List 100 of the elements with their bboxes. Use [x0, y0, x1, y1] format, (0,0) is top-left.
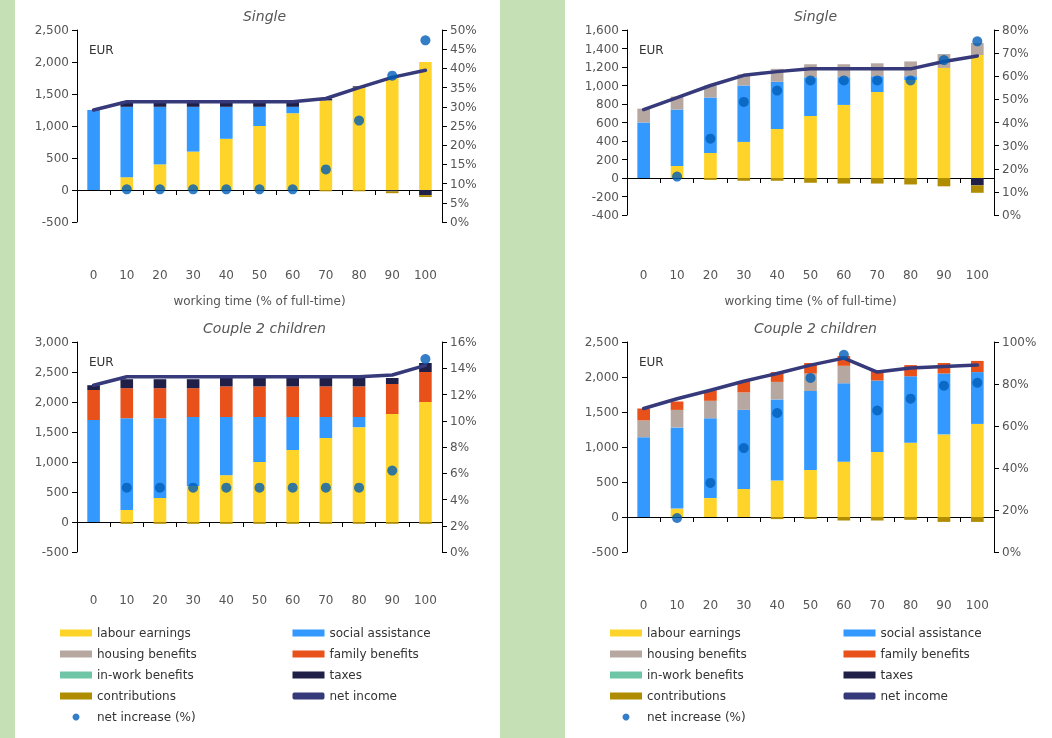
y-tick-label: 2,000: [34, 395, 69, 409]
y2-tick-label: 30%: [450, 99, 477, 114]
y-tick-label: 1,500: [34, 87, 69, 101]
y2-tick-label: 70%: [1002, 46, 1029, 61]
legend-label: taxes: [880, 668, 913, 682]
x-tick-label: 0: [639, 268, 648, 282]
y2-tick-label: 5%: [450, 195, 470, 210]
x-tick-label: 0: [89, 268, 98, 282]
x-tick-label: 90: [384, 268, 400, 282]
legend-label: taxes: [329, 668, 362, 682]
x-tick-label: 100: [965, 268, 989, 282]
x-tick-label: 20: [152, 593, 168, 607]
x-tick-label: 40: [218, 593, 234, 607]
y-tick-label: -500: [41, 545, 69, 559]
x-tick-label: 80: [351, 593, 367, 607]
y2-tick-label: 0%: [450, 545, 470, 559]
x-tick-label: 60: [836, 268, 852, 282]
y-tick-label: 1,400: [584, 41, 619, 56]
y-axis-title: EUR: [639, 43, 664, 57]
x-tick-label: 80: [902, 268, 919, 282]
y2-tick-label: 30%: [1002, 138, 1029, 153]
y-tick-label: 600: [596, 115, 619, 130]
legend-label: net increase (%): [647, 710, 746, 724]
y-tick-label: 0: [61, 515, 69, 529]
legend-label: in-work benefits: [647, 668, 744, 682]
y2-tick-label: 20%: [1002, 503, 1029, 517]
legend-label: social assistance: [329, 626, 431, 640]
y2-tick-label: 4%: [450, 492, 470, 507]
y-axis-title: EUR: [639, 355, 664, 369]
y2-tick-label: 12%: [450, 387, 477, 402]
y-tick-label: 500: [46, 485, 69, 499]
x-tick-label: 70: [869, 268, 885, 282]
y2-tick-label: 100%: [1002, 335, 1037, 349]
y-tick-label: 1,200: [584, 60, 619, 74]
y-tick-label: 500: [46, 151, 69, 165]
x-tick-label: 100: [413, 593, 437, 607]
x-tick-label: 50: [802, 598, 819, 612]
chart-title: Single: [242, 8, 287, 24]
y-tick-label: 2,000: [34, 55, 69, 69]
y-tick-label: 0: [611, 171, 619, 185]
x-tick-label: 50: [802, 268, 819, 282]
chart-title: Couple 2 children: [203, 320, 326, 336]
legend-label: family benefits: [329, 647, 419, 661]
y2-tick-label: 60%: [1002, 419, 1029, 433]
x-tick-label: 20: [702, 268, 719, 282]
x-tick-label: 80: [351, 268, 367, 282]
chart-title: Couple 2 children: [754, 320, 877, 336]
x-tick-label: 20: [152, 268, 168, 282]
y2-tick-label: 20%: [1002, 161, 1029, 176]
x-tick-label: 60: [285, 268, 301, 282]
y2-tick-label: 16%: [450, 335, 477, 349]
x-tick-label: 30: [185, 268, 201, 282]
legend-label: family benefits: [880, 647, 970, 661]
x-tick-label: 100: [965, 598, 989, 612]
y2-tick-label: 6%: [450, 466, 470, 481]
y-tick-label: 1,000: [584, 78, 619, 93]
y-tick-label: 1,500: [34, 425, 69, 439]
legend-label: net income: [880, 689, 948, 703]
x-tick-label: 40: [769, 598, 785, 612]
x-tick-label: 40: [218, 268, 234, 282]
y-tick-label: 1,000: [34, 119, 69, 133]
x-tick-label: 90: [936, 268, 952, 282]
y2-tick-label: 0%: [1002, 208, 1022, 222]
y2-tick-label: 10%: [1002, 184, 1029, 199]
y-tick-label: 0: [611, 510, 619, 524]
y2-tick-label: 25%: [450, 119, 477, 133]
y-tick-label: -500: [41, 215, 69, 229]
x-tick-label: 100: [413, 268, 437, 282]
legend-label: contributions: [647, 689, 726, 703]
y-tick-label: 1,500: [584, 405, 619, 419]
x-tick-label: 50: [251, 268, 268, 282]
y-tick-label: 1,000: [584, 440, 619, 454]
legend-label: housing benefits: [647, 647, 747, 661]
x-tick-label: 10: [119, 268, 135, 282]
y-tick-label: 2,500: [34, 365, 69, 379]
x-tick-label: 10: [669, 268, 685, 282]
y2-tick-label: 15%: [450, 157, 477, 172]
y-tick-label: -400: [591, 208, 619, 222]
x-tick-label: 90: [936, 598, 952, 612]
y2-tick-label: 10%: [450, 413, 477, 428]
y2-tick-label: 60%: [1002, 69, 1029, 84]
x-tick-label: 30: [736, 268, 752, 282]
x-tick-label: 80: [902, 598, 919, 612]
y2-tick-label: 10%: [450, 176, 477, 191]
x-tick-label: 10: [669, 598, 685, 612]
y2-tick-label: 45%: [450, 42, 477, 57]
x-tick-label: 70: [318, 268, 334, 282]
x-axis-title: working time (% of full-time): [724, 294, 897, 308]
y2-tick-label: 0%: [1002, 545, 1022, 559]
y-tick-label: 500: [596, 475, 619, 489]
y2-tick-label: 0%: [450, 215, 470, 229]
y2-tick-label: 8%: [450, 440, 470, 454]
y2-tick-label: 40%: [1002, 461, 1029, 475]
y-tick-label: -200: [591, 189, 619, 204]
legend-label: in-work benefits: [97, 668, 194, 682]
y2-tick-label: 14%: [450, 361, 477, 376]
x-tick-label: 30: [185, 593, 201, 607]
x-tick-label: 40: [769, 268, 785, 282]
x-tick-label: 50: [251, 593, 268, 607]
y2-tick-label: 50%: [1002, 92, 1029, 107]
